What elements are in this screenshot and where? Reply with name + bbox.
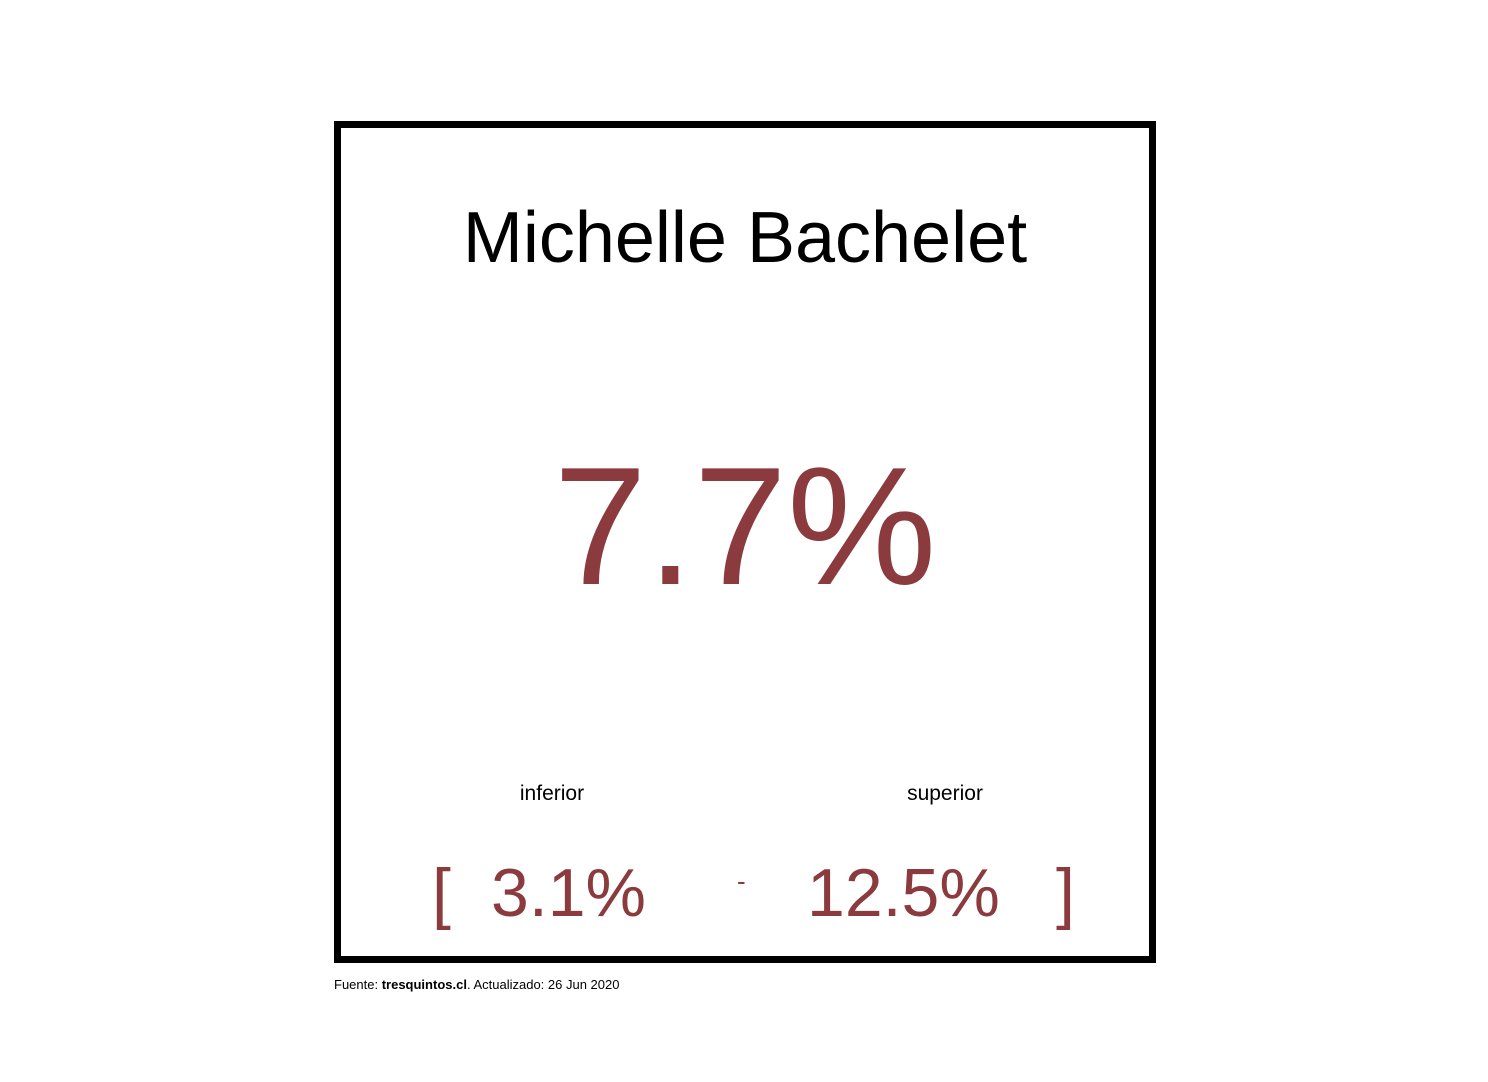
- range-separator: -: [737, 866, 746, 896]
- lower-bound-value: 3.1%: [491, 855, 646, 931]
- lower-bound-label: inferior: [519, 782, 585, 805]
- footer-source-link[interactable]: tresquintos.cl: [381, 977, 467, 992]
- upper-bound-label: superior: [907, 782, 983, 805]
- footer-prefix: Fuente:: [334, 977, 382, 992]
- footer-updated: . Actualizado: 26 Jun 2020: [466, 977, 620, 992]
- estimate-card: Michelle Bachelet 7.7% inferior superior…: [334, 121, 1156, 963]
- source-footer: Fuente: tresquintos.cl. Actualizado: 26 …: [334, 976, 619, 994]
- range-close-bracket: ]: [1056, 855, 1075, 931]
- estimate-value: 7.7%: [553, 432, 937, 620]
- range-open-bracket: [: [432, 855, 451, 931]
- upper-bound-value: 12.5%: [807, 855, 1000, 931]
- candidate-name: Michelle Bachelet: [462, 198, 1028, 278]
